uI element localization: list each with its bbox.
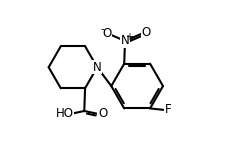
Text: O: O bbox=[97, 107, 107, 120]
Text: HO: HO bbox=[55, 107, 73, 120]
Text: O: O bbox=[141, 26, 150, 39]
Text: F: F bbox=[164, 103, 171, 116]
Text: N: N bbox=[120, 34, 129, 47]
Text: -: - bbox=[100, 24, 104, 34]
Text: +: + bbox=[125, 32, 133, 42]
Text: N: N bbox=[92, 61, 101, 74]
Text: O: O bbox=[102, 27, 111, 40]
